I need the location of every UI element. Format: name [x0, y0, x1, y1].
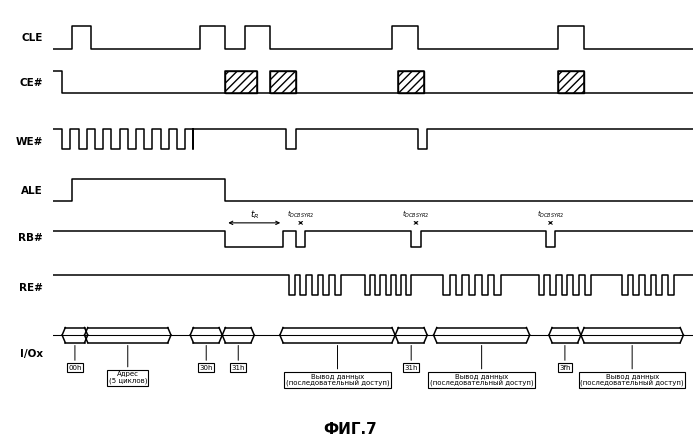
- Text: WE#: WE#: [15, 137, 43, 147]
- Text: ФИГ.7: ФИГ.7: [323, 422, 377, 437]
- Text: $t_{DCBSYR2}$: $t_{DCBSYR2}$: [402, 209, 430, 220]
- Bar: [398, 71, 424, 93]
- Text: 00h: 00h: [68, 345, 82, 371]
- Text: Вывод данных
(последовательный доступ): Вывод данных (последовательный доступ): [580, 345, 684, 387]
- Text: $t_R$: $t_R$: [250, 209, 259, 221]
- Text: 31h: 31h: [232, 345, 245, 371]
- Bar: [225, 71, 258, 93]
- Text: RE#: RE#: [19, 283, 43, 293]
- Text: CLE: CLE: [22, 34, 43, 44]
- Text: Вывод данных
(последовательный доступ): Вывод данных (последовательный доступ): [430, 345, 533, 387]
- Text: Адрес
(5 циклов): Адрес (5 циклов): [108, 345, 147, 385]
- Bar: [270, 71, 296, 93]
- Text: ALE: ALE: [21, 186, 43, 196]
- Text: 3fh: 3fh: [559, 345, 570, 371]
- Bar: [559, 71, 584, 93]
- Text: RB#: RB#: [18, 233, 43, 243]
- Text: $t_{DCBSYR2}$: $t_{DCBSYR2}$: [537, 209, 564, 220]
- Text: CE#: CE#: [20, 78, 43, 88]
- Text: 31h: 31h: [405, 345, 418, 371]
- Text: 30h: 30h: [199, 345, 213, 371]
- Text: Вывод данных
(последовательный доступ): Вывод данных (последовательный доступ): [286, 345, 389, 387]
- Text: I/Ox: I/Ox: [20, 349, 43, 359]
- Text: $t_{DCBSYR2}$: $t_{DCBSYR2}$: [287, 209, 314, 220]
